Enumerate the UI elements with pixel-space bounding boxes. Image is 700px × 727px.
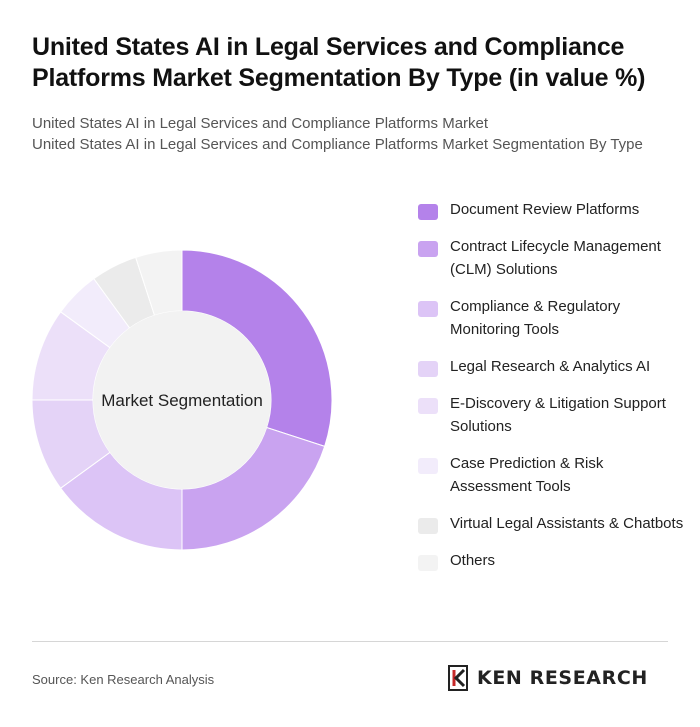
source-note: Source: Ken Research Analysis xyxy=(32,672,215,687)
donut-center-label: Market Segmentation xyxy=(101,391,263,410)
legend-item-8[interactable]: Others xyxy=(418,549,688,572)
legend-swatch xyxy=(418,301,438,317)
legend-item-1[interactable]: Document Review Platforms xyxy=(418,198,688,221)
legend-label: Legal Research & Analytics AI xyxy=(450,358,651,375)
legend-label: Compliance & Regulatory Monitoring Tools xyxy=(450,298,621,338)
donut-center xyxy=(93,311,271,489)
legend-label: Contract Lifecycle Management (CLM) Solu… xyxy=(450,238,661,278)
subtitle-line-2: United States AI in Legal Services and C… xyxy=(32,136,643,153)
chart-subtitle: United States AI in Legal Services and C… xyxy=(32,113,682,155)
legend-label: Others xyxy=(450,552,496,569)
legend-label: E-Discovery & Litigation Support Solutio… xyxy=(450,395,666,435)
legend-swatch xyxy=(418,241,438,257)
ken-research-logo-icon xyxy=(448,665,468,691)
legend-item-3[interactable]: Compliance & Regulatory Monitoring Tools xyxy=(418,295,688,341)
legend-item-6[interactable]: Case Prediction & Risk Assessment Tools xyxy=(418,452,688,498)
legend-swatch xyxy=(418,518,438,534)
ken-research-logo: KEN RESEARCH xyxy=(447,664,648,692)
legend-label: Document Review Platforms xyxy=(450,201,640,218)
legend-swatch xyxy=(418,398,438,414)
legend-label: Virtual Legal Assistants & Chatbots xyxy=(450,515,684,532)
legend-swatch xyxy=(418,555,438,571)
legend-swatch xyxy=(418,361,438,377)
legend-item-2[interactable]: Contract Lifecycle Management (CLM) Solu… xyxy=(418,235,688,281)
legend-item-5[interactable]: E-Discovery & Litigation Support Solutio… xyxy=(418,392,688,438)
donut-chart: Market Segmentation xyxy=(31,249,333,551)
footer-divider xyxy=(32,641,668,642)
chart-title: United States AI in Legal Services and C… xyxy=(32,33,646,92)
legend-item-7[interactable]: Virtual Legal Assistants & Chatbots xyxy=(418,512,688,535)
legend-label: Case Prediction & Risk Assessment Tools xyxy=(450,455,604,495)
subtitle-line-1: United States AI in Legal Services and C… xyxy=(32,115,489,132)
legend-swatch xyxy=(418,458,438,474)
logo-text: KEN RESEARCH xyxy=(477,667,648,689)
donut-slices xyxy=(31,249,333,551)
legend-item-4[interactable]: Legal Research & Analytics AI xyxy=(418,355,688,378)
chart-legend: Document Review Platforms Contract Lifecy… xyxy=(418,198,688,572)
legend-swatch xyxy=(418,204,438,220)
